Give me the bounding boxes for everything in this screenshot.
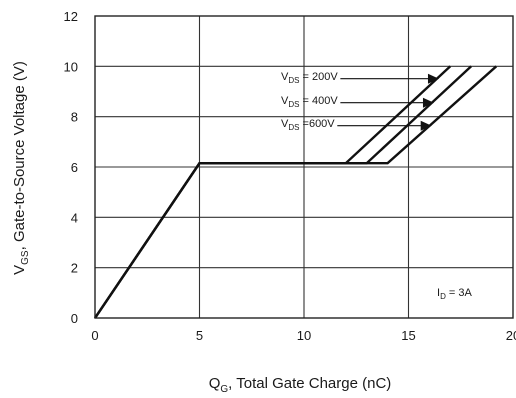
- tick-labels: 0 5 10 15 20 0 2 4 6 8 10 12: [64, 9, 516, 343]
- legend-label-600v: VDS =600V: [281, 118, 335, 132]
- x-tick-label: 15: [401, 328, 415, 343]
- y-tick-label: 12: [64, 9, 78, 24]
- plot-frame: [94, 15, 514, 319]
- y-tick-label: 6: [71, 160, 78, 175]
- legend-arrows: [337, 73, 439, 131]
- grid: [95, 16, 513, 318]
- current-annotation: ID = 3A: [437, 287, 472, 301]
- y-axis-title: VGS, Gate-to-Source Voltage (V): [11, 61, 31, 275]
- y-tick-label: 4: [71, 210, 78, 225]
- x-tick-label: 20: [506, 328, 516, 343]
- series-line-0: [94, 65, 452, 319]
- x-tick-label: 10: [297, 328, 311, 343]
- legend-arrowhead: [427, 73, 439, 84]
- legend-label-200v: VDS = 200V: [281, 71, 338, 85]
- x-axis-title: QG, Total Gate Charge (nC): [209, 375, 392, 395]
- series-line-2: [94, 65, 498, 319]
- legend-arrowhead: [422, 97, 434, 108]
- y-tick-label: 0: [71, 311, 78, 326]
- y-tick-label: 2: [71, 261, 78, 276]
- legend-arrowhead: [420, 120, 432, 131]
- x-tick-label: 0: [91, 328, 98, 343]
- legend-label-400v: VDS = 400V: [281, 95, 338, 109]
- x-tick-label: 5: [196, 328, 203, 343]
- series-lines: [94, 65, 498, 319]
- y-tick-label: 8: [71, 110, 78, 125]
- y-tick-label: 10: [64, 59, 78, 74]
